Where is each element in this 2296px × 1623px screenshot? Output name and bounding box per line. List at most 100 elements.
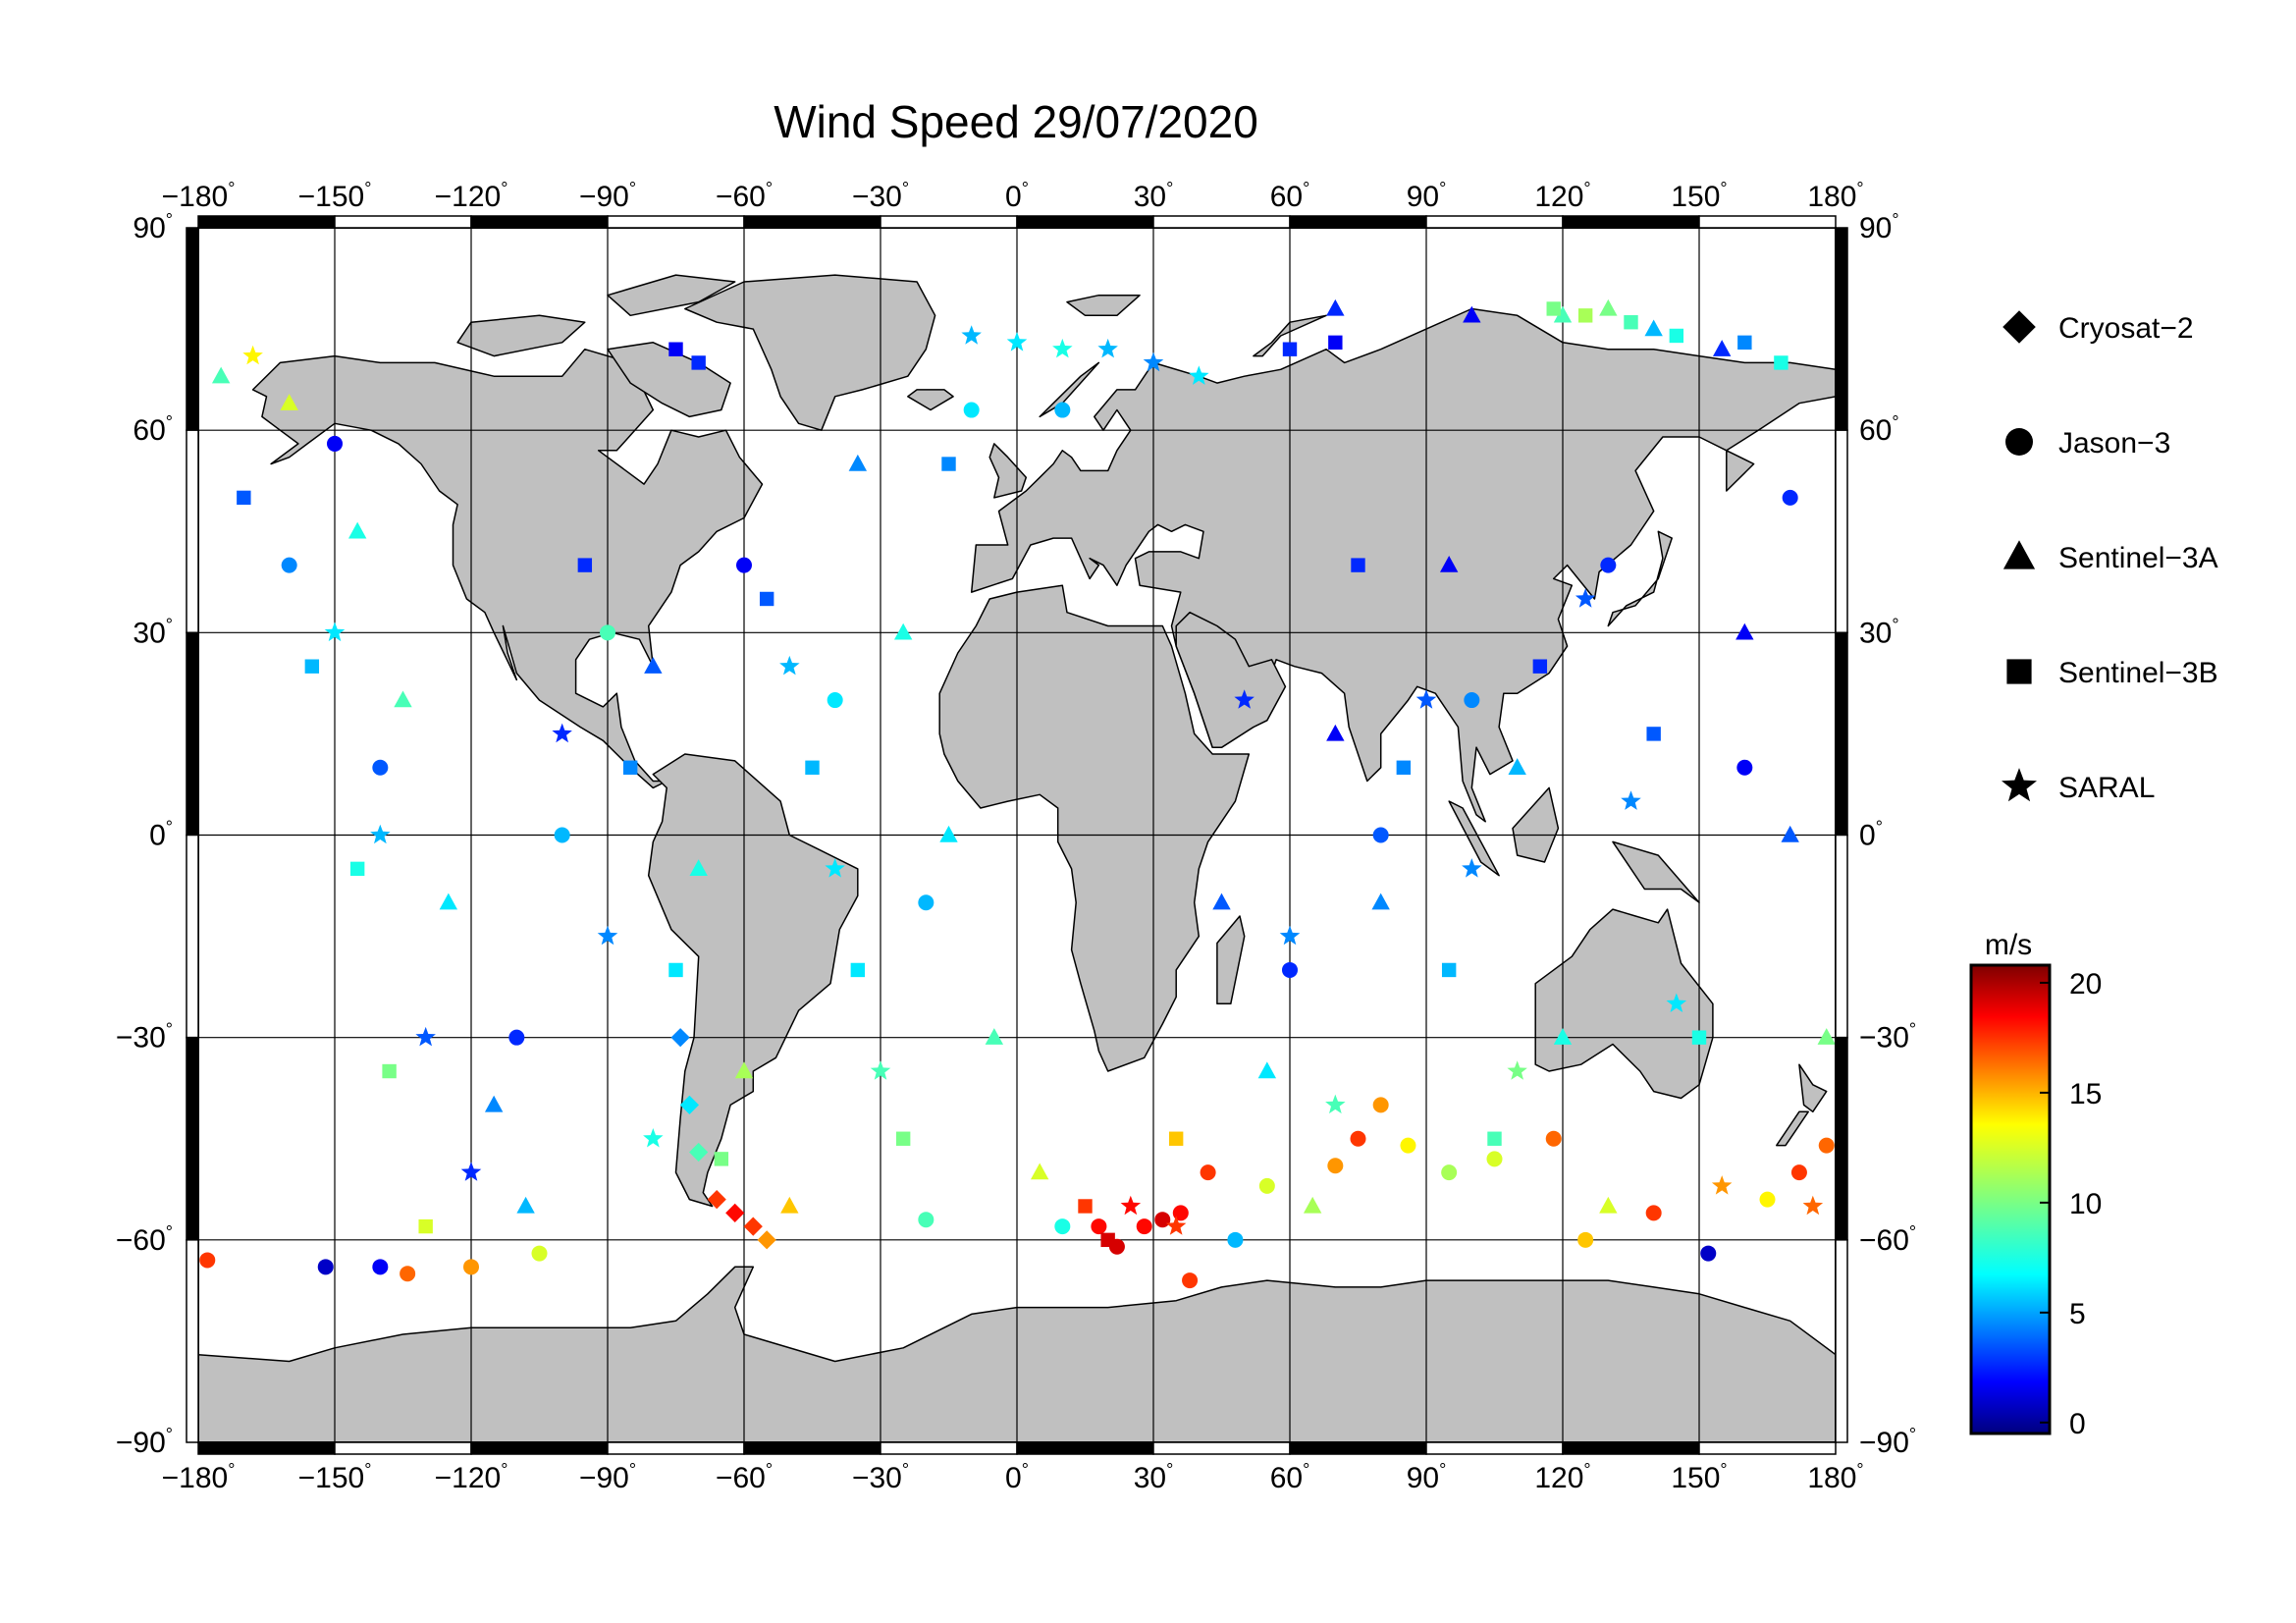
wind-point-triangle — [1508, 758, 1526, 775]
wind-point-circle — [963, 402, 980, 418]
frame-bar-right — [1835, 834, 1848, 1039]
frame-bar-right — [1835, 227, 1848, 431]
colorbar-ticks: 0 5 10 15 20 — [2040, 968, 2102, 1440]
wind-point-triangle — [1712, 340, 1732, 356]
wind-point-triangle — [1735, 622, 1754, 640]
wind-point-star — [1120, 1195, 1142, 1216]
wind-point-star — [1165, 1216, 1187, 1235]
frame-bar-right — [1835, 1239, 1848, 1443]
wind-point-circle — [531, 1245, 548, 1262]
wind-point-triangle — [893, 622, 913, 640]
tick-label-bottom: −180° — [162, 1460, 236, 1494]
tick-label-bottom: −120° — [435, 1460, 508, 1494]
wind-point-triangle — [1553, 1028, 1573, 1045]
wind-point-square — [805, 760, 820, 775]
wind-point-circle — [400, 1266, 416, 1282]
wind-point-square — [714, 1152, 729, 1166]
wind-point-circle — [918, 1212, 934, 1228]
wind-point-square — [1532, 659, 1548, 674]
wind-point-circle — [1327, 1158, 1344, 1174]
wind-point-triangle — [1257, 1061, 1277, 1079]
wind-point-square — [1577, 308, 1593, 323]
wind-point-circle — [1182, 1272, 1199, 1289]
wind-point-square — [1691, 1030, 1707, 1045]
wind-point-circle — [554, 827, 570, 843]
legend-diamond-icon — [2002, 310, 2036, 344]
wind-point-star — [643, 1128, 664, 1148]
wind-point-circle — [600, 624, 615, 641]
tick-label-bottom: 0° — [1005, 1460, 1029, 1494]
wind-point-triangle — [1303, 1196, 1322, 1214]
legend-label: SARAL — [2058, 772, 2155, 804]
japan — [1607, 530, 1673, 627]
colorbar-tick-label: 20 — [2069, 968, 2102, 1001]
wind-point-star — [1097, 338, 1118, 358]
frame-bar-top — [1152, 215, 1291, 229]
frame-bar-bottom — [1152, 1441, 1291, 1455]
wind-point-circle — [1790, 1164, 1807, 1181]
legend-label: Sentinel−3A — [2058, 542, 2218, 574]
tick-label-bottom: 60° — [1270, 1460, 1310, 1494]
tick-label-top: 30° — [1134, 179, 1174, 213]
frame-bar-left — [186, 227, 199, 431]
wind-point-star — [415, 1026, 436, 1047]
wind-point-square — [895, 1131, 911, 1146]
chart-title: Wind Speed 29/07/2020 — [774, 96, 1258, 147]
wind-point-star — [1006, 332, 1028, 352]
wind-point-triangle — [1371, 893, 1390, 910]
wind-point-square — [1546, 301, 1561, 316]
wind-point-star — [1325, 1094, 1346, 1114]
wind-point-star — [779, 655, 800, 676]
wind-point-square — [759, 591, 774, 607]
wind-point-star — [1415, 689, 1437, 709]
borneo — [1512, 786, 1560, 863]
wind-point-square — [1487, 1131, 1502, 1146]
map-frame — [186, 215, 1848, 1455]
wind-point-triangle — [939, 825, 958, 842]
frame-bar-top — [1425, 215, 1564, 229]
tick-label-left: −60° — [116, 1222, 173, 1257]
wind-point-square — [1078, 1199, 1093, 1214]
wind-point-star — [1711, 1175, 1733, 1195]
wind-point-square — [577, 558, 593, 572]
wind-point-triangle — [1644, 319, 1663, 337]
wind-point-diamond — [670, 1028, 690, 1048]
wind-point-circle — [1486, 1151, 1503, 1167]
north-america — [251, 348, 764, 789]
wind-point-square — [668, 342, 683, 356]
iceland — [907, 389, 954, 411]
wind-point-square — [691, 355, 706, 370]
wind-point-circle — [199, 1252, 216, 1269]
legend-circle-icon — [2005, 428, 2033, 456]
svalbard — [1066, 294, 1141, 317]
novaya-zemlya — [1253, 314, 1327, 357]
wind-point-star — [1189, 365, 1209, 385]
wind-point-star — [324, 622, 346, 642]
wind-point-triangle — [1030, 1163, 1049, 1180]
wind-point-diamond — [679, 1095, 699, 1114]
wind-point-star — [242, 345, 263, 365]
wind-point-circle — [1200, 1164, 1216, 1181]
wind-point-triangle — [1553, 305, 1573, 323]
wind-point-circle — [1600, 557, 1617, 573]
wind-point-star — [1462, 858, 1482, 878]
tick-label-right: 0° — [1859, 818, 1883, 852]
tick-label-left: 30° — [133, 615, 173, 649]
wind-point-square — [304, 659, 320, 674]
wind-point-square — [1328, 335, 1343, 351]
frame-bar-bottom — [1016, 1441, 1154, 1455]
new-guinea — [1612, 840, 1700, 903]
wind-point-star — [1234, 689, 1255, 709]
new-zealand-north — [1798, 1063, 1828, 1113]
tick-label-bottom: −30° — [852, 1460, 909, 1494]
wind-point-circle — [1700, 1245, 1717, 1262]
wind-point-diamond — [757, 1230, 776, 1250]
wind-point-circle — [281, 557, 297, 573]
tick-label-right: 60° — [1859, 412, 1899, 447]
legend-star-icon — [2002, 768, 2037, 802]
frame-bar-bottom — [743, 1441, 881, 1455]
wind-point-triangle — [985, 1028, 1004, 1045]
tick-label-top: 150° — [1671, 179, 1727, 213]
frame-bar-top — [197, 215, 336, 229]
wind-point-circle — [1577, 1231, 1594, 1248]
